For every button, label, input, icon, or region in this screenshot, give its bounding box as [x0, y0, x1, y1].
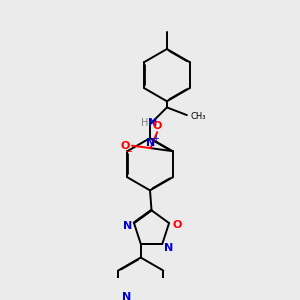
Text: +: + [153, 134, 160, 143]
Text: O: O [121, 141, 130, 151]
Text: N: N [123, 221, 132, 231]
Text: N: N [146, 138, 155, 148]
Text: N: N [164, 243, 173, 253]
Text: −: − [125, 147, 133, 158]
Text: O: O [153, 121, 162, 131]
Text: O: O [173, 220, 182, 230]
Text: N: N [122, 292, 131, 300]
Text: CH₃: CH₃ [190, 112, 206, 121]
Text: N: N [148, 118, 157, 128]
Text: H: H [141, 118, 148, 128]
